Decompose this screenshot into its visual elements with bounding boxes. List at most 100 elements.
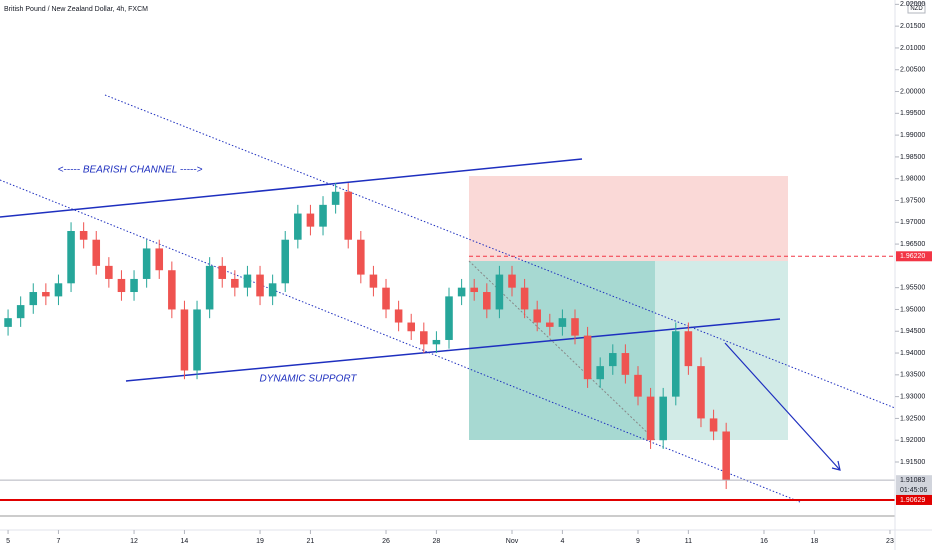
candle-body — [294, 213, 302, 240]
y-tick-label: 1.99000 — [900, 132, 925, 139]
candle-body — [445, 296, 453, 340]
candle-body — [205, 265, 214, 310]
candle-body — [67, 231, 75, 284]
candle-body — [672, 331, 680, 397]
x-tick-label: 9 — [636, 538, 640, 545]
y-tick-label: 1.93500 — [900, 372, 925, 379]
x-tick-label: 5 — [6, 538, 10, 545]
candle-body — [331, 191, 340, 205]
x-tick-label: 18 — [810, 538, 818, 545]
x-tick-label: 7 — [57, 538, 61, 545]
y-tick-label: 1.91500 — [900, 459, 925, 466]
candle-body — [193, 309, 201, 371]
candle-body — [634, 374, 642, 397]
channel-top — [0, 158, 583, 218]
currency-badge — [907, 2, 926, 14]
candle-body — [142, 248, 151, 279]
candle-body — [256, 274, 264, 297]
candle-body — [558, 318, 567, 327]
candle-body — [394, 309, 403, 323]
y-tick-label: 2.01000 — [900, 45, 925, 52]
y-tick-label: 2.02000 — [900, 1, 925, 8]
chart-title: British Pound / New Zealand Dollar, 4h, … — [4, 6, 148, 13]
candle-body — [382, 287, 390, 310]
candle-body — [105, 265, 113, 279]
candle-body — [709, 418, 718, 432]
x-tick-label: 4 — [560, 538, 564, 545]
candle-body — [571, 318, 579, 336]
candle-body — [420, 331, 428, 345]
candle-body — [16, 305, 25, 319]
candle-body — [520, 287, 529, 310]
y-tick-label: 1.92500 — [900, 415, 925, 422]
annotation: <----- BEARISH CHANNEL -----> — [58, 165, 203, 176]
candle-body — [697, 366, 705, 419]
candle-body — [583, 335, 592, 380]
price-tag — [896, 251, 932, 262]
stop-zone — [469, 176, 788, 261]
price-tag-label: 1.90629 — [900, 497, 925, 504]
candle-body — [130, 278, 138, 293]
y-tick-label: 2.00000 — [900, 88, 925, 95]
x-tick-label: 12 — [130, 538, 138, 545]
candle-body — [470, 287, 478, 293]
y-tick-label: 1.92000 — [900, 437, 925, 444]
candle-body — [369, 274, 378, 288]
candle-body — [79, 231, 88, 240]
candle-body — [546, 322, 554, 327]
candle-body — [92, 239, 101, 266]
y-tick-label: 2.00500 — [900, 67, 925, 74]
candle-body — [432, 339, 441, 345]
arrow-head — [831, 460, 841, 471]
candle-body — [54, 283, 63, 297]
dynamic-support — [125, 318, 781, 382]
candle-body — [483, 292, 491, 310]
candle-body — [155, 248, 164, 271]
candle-body — [231, 278, 239, 288]
channel-dotted-upper — [104, 94, 896, 409]
candle-body — [508, 274, 516, 288]
x-tick-label: 14 — [181, 538, 189, 545]
candle-body — [180, 309, 189, 371]
countdown: 01:45:06 — [900, 487, 927, 494]
candle-body — [117, 278, 126, 293]
price-tag-label: 1.91083 — [900, 477, 925, 484]
y-tick-label: 1.98000 — [900, 176, 925, 183]
y-tick-label: 1.99500 — [900, 110, 925, 117]
x-tick-label: 11 — [685, 538, 692, 545]
x-tick-label: 21 — [307, 538, 315, 545]
candle-body — [168, 270, 176, 310]
y-tick-label: 1.94500 — [900, 328, 925, 335]
candle-body — [319, 204, 327, 227]
candle-body — [596, 366, 604, 380]
y-tick-label: 2.01500 — [900, 23, 925, 30]
x-tick-label: 23 — [886, 538, 894, 545]
y-tick-label: 1.96500 — [900, 241, 925, 248]
y-tick-label: 1.98500 — [900, 154, 925, 161]
y-tick-label: 1.94000 — [900, 350, 925, 357]
y-tick-label: 1.97500 — [900, 197, 925, 204]
candle-body — [4, 318, 12, 327]
x-tick-label: 19 — [256, 538, 264, 545]
candle-body — [722, 431, 730, 481]
candle-body — [684, 331, 693, 367]
candle-body — [533, 309, 541, 323]
candle-body — [268, 283, 277, 297]
price-tag-label: 1.96220 — [900, 253, 925, 260]
candle-body — [407, 322, 415, 332]
candle-body — [218, 265, 227, 279]
y-tick-label: 1.95000 — [900, 306, 925, 313]
candle-body — [344, 191, 353, 240]
candle-body — [29, 292, 38, 306]
y-tick-label: 1.95500 — [900, 285, 925, 292]
position-diagonal — [468, 260, 656, 441]
annotation: DYNAMIC SUPPORT — [259, 374, 357, 385]
plot-area — [0, 94, 896, 517]
y-tick-label: 1.93000 — [900, 393, 925, 400]
candle-body — [281, 239, 290, 284]
candle-body — [659, 396, 667, 441]
x-tick-label: 26 — [382, 538, 390, 545]
candle-body — [42, 292, 50, 297]
